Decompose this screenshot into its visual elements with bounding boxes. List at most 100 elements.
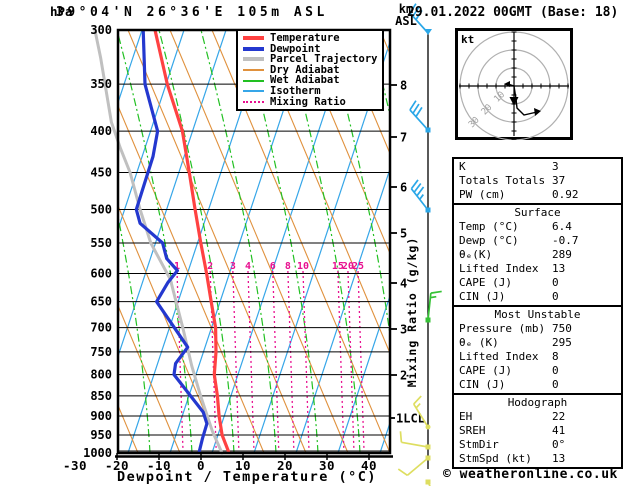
legend-swatch [243,36,264,41]
mixing-ratio-line [357,270,365,452]
km-tick-label: 3 [400,323,407,337]
mixing-ratio-line [232,270,240,452]
wet-adiabat-line [326,30,390,340]
pressure-tick-label: 850 [90,389,112,403]
row-label: Pressure (mb) [459,322,546,335]
legend-swatch [243,79,264,82]
row-label: CIN (J) [459,378,506,391]
table-row: SREH 41 [459,424,616,438]
mixing-ratio-value: 3 [230,261,236,272]
isotherm-line [118,30,185,232]
temp-tick-label: 30 [319,458,335,473]
isotherm-line [0,30,16,453]
isotherm-line [118,30,143,105]
mixing-ratio-axis-title: Mixing Ratio (g/kg) [405,237,419,388]
legend-label: Dry Adiabat [270,63,340,76]
dry-adiabat-line [0,30,96,453]
lcl-label: 1LCL [396,412,425,426]
row-value: 3 [552,160,559,173]
legend-label: Isotherm [270,85,321,98]
mixing-ratio-line [287,270,295,452]
x-axis-title: Dewpoint / Temperature (°C) [117,469,377,485]
table-row: Lifted Index 8 [459,350,616,364]
legend-swatch [243,57,264,62]
table-row: CIN (J) 0 [459,378,616,392]
trace-arrowhead [534,108,541,116]
row-label: CIN (J) [459,290,506,303]
mixing-ratio-value: 10 [297,261,309,272]
row-value: 22 [552,410,566,423]
mixing-ratio-line [272,270,280,452]
wet-adiabat-line [158,30,235,453]
legend-item: Parcel Trajectory [243,54,382,65]
parcel-trajectory-curve [93,28,224,455]
pressure-tick-label: 800 [90,368,112,382]
mixing-ratio-value: 8 [285,261,291,272]
pressure-tick-label: 400 [90,124,112,138]
pressure-tick-label: 550 [90,236,112,250]
row-value: 0 [552,378,559,391]
row-value: 0.92 [552,188,579,201]
isotherm-line [0,30,58,453]
axis-labels: 3003504004505005506006507007508008509009… [63,23,425,485]
pressure-tick-label: 500 [90,202,112,216]
trace-start-arrow [504,81,510,87]
pressure-tick-label: 450 [90,165,112,179]
row-label: θₑ (K) [459,336,499,349]
row-label: Temp (°C) [459,220,519,233]
indices-tables: K 3 Totals Totals 37 PW (cm) 0.92 Surface Temp … [452,157,623,469]
wind-barb [410,179,431,213]
km-tick-label: 6 [400,181,407,195]
datetime-title: 29.01.2022 00GMT (Base: 18) [407,5,619,20]
pressure-tick-label: 650 [90,295,112,309]
mixing-ratio-value: 15 [332,261,344,272]
pressure-tick-label: 750 [90,345,112,359]
row-label: EH [459,410,473,423]
hodograph-unit-label: kt [461,33,474,46]
row-value: 295 [552,336,572,349]
legend-item: Dry Adiabat [243,65,382,76]
copyright: © weatheronline.co.uk [443,467,618,482]
row-label: StmDir [459,438,499,451]
row-label: PW (cm) [459,188,506,201]
table-section-title: Most Unstable [494,308,581,321]
isotherm-line [118,30,227,359]
table-row: Lifted Index 13 [459,262,616,276]
row-value: 0 [552,290,559,303]
wet-adiabat-line [118,213,151,453]
table-row: StmSpd (kt) 13 [459,452,616,466]
row-label: θₑ(K) [459,248,493,261]
temp-tick-label: -30 [63,458,87,473]
legend-label: Wet Adiabat [270,74,340,87]
pressure-tick-label: 900 [90,409,112,423]
hodograph-trace [507,83,538,116]
row-label: K [459,160,466,173]
table-row: θₑ(K) 289 [459,248,616,262]
mixing-ratio-line [337,270,345,452]
table-row: Totals Totals 37 [459,174,616,188]
legend-item: Temperature [243,33,382,44]
table-row: EH 22 [459,410,616,424]
row-value: 289 [552,248,572,261]
legend: Temperature Dewpoint Parcel Trajectory Dry … [236,29,384,112]
table-row: StmDir 0° [459,438,616,452]
wind-barb [397,455,431,477]
table-row: CIN (J) 0 [459,290,616,304]
mixing-ratio-line [247,270,255,452]
legend-swatch [243,46,264,51]
legend-item: Isotherm [243,86,382,97]
pressure-gridlines [118,83,390,452]
km-tick-label: 5 [400,227,407,241]
legend-label: Dewpoint [270,42,321,55]
mixing-ratio-value: 25 [352,261,364,272]
table-row: CAPE (J) 0 [459,276,616,290]
row-value: 37 [552,174,566,187]
wet-adiabat-line [284,30,361,453]
table-row: θₑ (K) 295 [459,336,616,350]
isotherm-line [295,167,390,453]
legend-item: Mixing Ratio [243,97,382,108]
row-label: CAPE (J) [459,364,512,377]
temp-tick-label: 10 [235,458,251,473]
